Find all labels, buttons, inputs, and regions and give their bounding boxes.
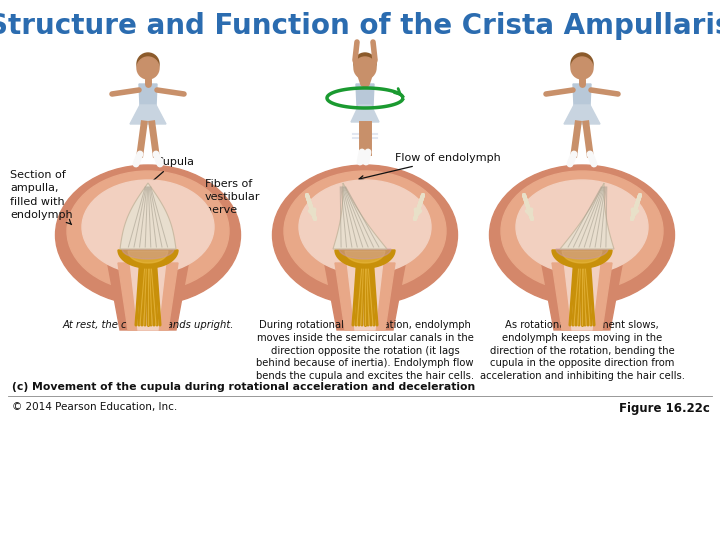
Polygon shape xyxy=(564,261,600,330)
Ellipse shape xyxy=(516,180,648,274)
Polygon shape xyxy=(347,261,383,330)
Polygon shape xyxy=(130,105,166,124)
Circle shape xyxy=(139,60,157,78)
Text: © 2014 Pearson Education, Inc.: © 2014 Pearson Education, Inc. xyxy=(12,402,177,412)
Polygon shape xyxy=(122,249,174,259)
Text: At rest, the cupula stands upright.: At rest, the cupula stands upright. xyxy=(63,320,234,330)
Circle shape xyxy=(354,53,376,75)
Text: Section of
ampulla,
filled with
endolymph: Section of ampulla, filled with endolymp… xyxy=(10,170,73,225)
Polygon shape xyxy=(564,105,600,124)
Polygon shape xyxy=(356,84,374,106)
Text: During rotational acceleration, endolymph
moves inside the semicircular canals i: During rotational acceleration, endolymp… xyxy=(256,320,474,381)
Circle shape xyxy=(137,57,159,79)
Ellipse shape xyxy=(67,171,229,291)
Polygon shape xyxy=(128,251,168,263)
Circle shape xyxy=(573,60,591,78)
Text: (c) Movement of the cupula during rotational acceleration and deceleration: (c) Movement of the cupula during rotati… xyxy=(12,382,475,392)
Ellipse shape xyxy=(299,180,431,274)
Polygon shape xyxy=(552,250,612,268)
Polygon shape xyxy=(118,250,178,268)
Text: Flow of endolymph: Flow of endolymph xyxy=(359,153,500,180)
Polygon shape xyxy=(335,263,395,330)
Ellipse shape xyxy=(490,165,675,305)
Circle shape xyxy=(356,60,374,78)
Polygon shape xyxy=(333,183,387,249)
Text: Figure 16.22c: Figure 16.22c xyxy=(619,402,710,415)
Polygon shape xyxy=(556,249,608,259)
Polygon shape xyxy=(351,105,379,122)
Polygon shape xyxy=(108,265,188,330)
Polygon shape xyxy=(560,183,614,249)
Polygon shape xyxy=(562,251,602,263)
Polygon shape xyxy=(139,84,157,106)
Circle shape xyxy=(571,57,593,79)
Polygon shape xyxy=(335,250,395,268)
Text: Cupula: Cupula xyxy=(150,157,194,183)
Text: Fibers of
vestibular
nerve: Fibers of vestibular nerve xyxy=(172,179,261,228)
Polygon shape xyxy=(120,183,176,249)
Polygon shape xyxy=(552,263,612,330)
Polygon shape xyxy=(130,261,166,330)
Ellipse shape xyxy=(55,165,240,305)
Text: Structure and Function of the Crista Ampullaris: Structure and Function of the Crista Amp… xyxy=(0,12,720,40)
Circle shape xyxy=(571,53,593,75)
Circle shape xyxy=(354,57,376,79)
Circle shape xyxy=(137,53,159,75)
Polygon shape xyxy=(542,265,622,330)
Ellipse shape xyxy=(82,180,214,274)
Polygon shape xyxy=(325,265,405,330)
Polygon shape xyxy=(339,249,391,259)
Polygon shape xyxy=(345,251,385,263)
Ellipse shape xyxy=(272,165,457,305)
Ellipse shape xyxy=(284,171,446,291)
Polygon shape xyxy=(118,263,178,330)
Polygon shape xyxy=(573,84,591,106)
Text: As rotational movement slows,
endolymph keeps moving in the
direction of the rot: As rotational movement slows, endolymph … xyxy=(480,320,685,381)
Ellipse shape xyxy=(501,171,663,291)
